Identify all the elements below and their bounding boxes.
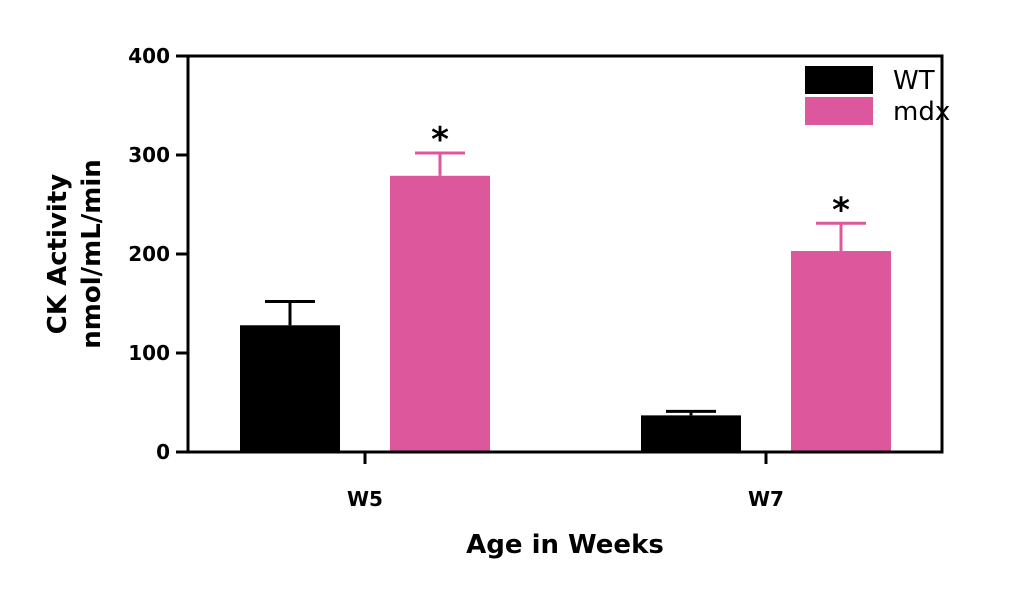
y-tick-label: 200 — [128, 242, 170, 266]
axes: 0 100 200 300 400 W5 W7 — [128, 44, 944, 511]
bars: ** — [240, 120, 891, 453]
bar — [240, 325, 340, 452]
axis-labels: Age in Weeks CK Activity nmol/mL/min — [43, 159, 664, 560]
y-tick-label: 300 — [128, 143, 170, 167]
legend-label: mdx — [893, 97, 950, 127]
x-tick-label: W7 — [748, 487, 784, 511]
significance-marker: * — [431, 120, 449, 160]
bar — [390, 175, 490, 453]
legend-label: WT — [893, 66, 935, 96]
y-tick-label: 100 — [128, 341, 170, 365]
y-tick-label: 0 — [156, 440, 170, 464]
legend-swatch — [805, 97, 873, 125]
legend-swatch — [805, 66, 873, 94]
x-tick-label: W5 — [347, 487, 383, 511]
significance-marker: * — [832, 190, 850, 230]
x-axis-title: Age in Weeks — [466, 530, 664, 560]
y-axis-title-line-1: CK Activity — [43, 174, 73, 334]
bar — [791, 251, 891, 452]
bar — [641, 415, 741, 452]
y-axis-title-line-2: nmol/mL/min — [77, 159, 107, 349]
y-tick-label: 400 — [128, 44, 170, 68]
